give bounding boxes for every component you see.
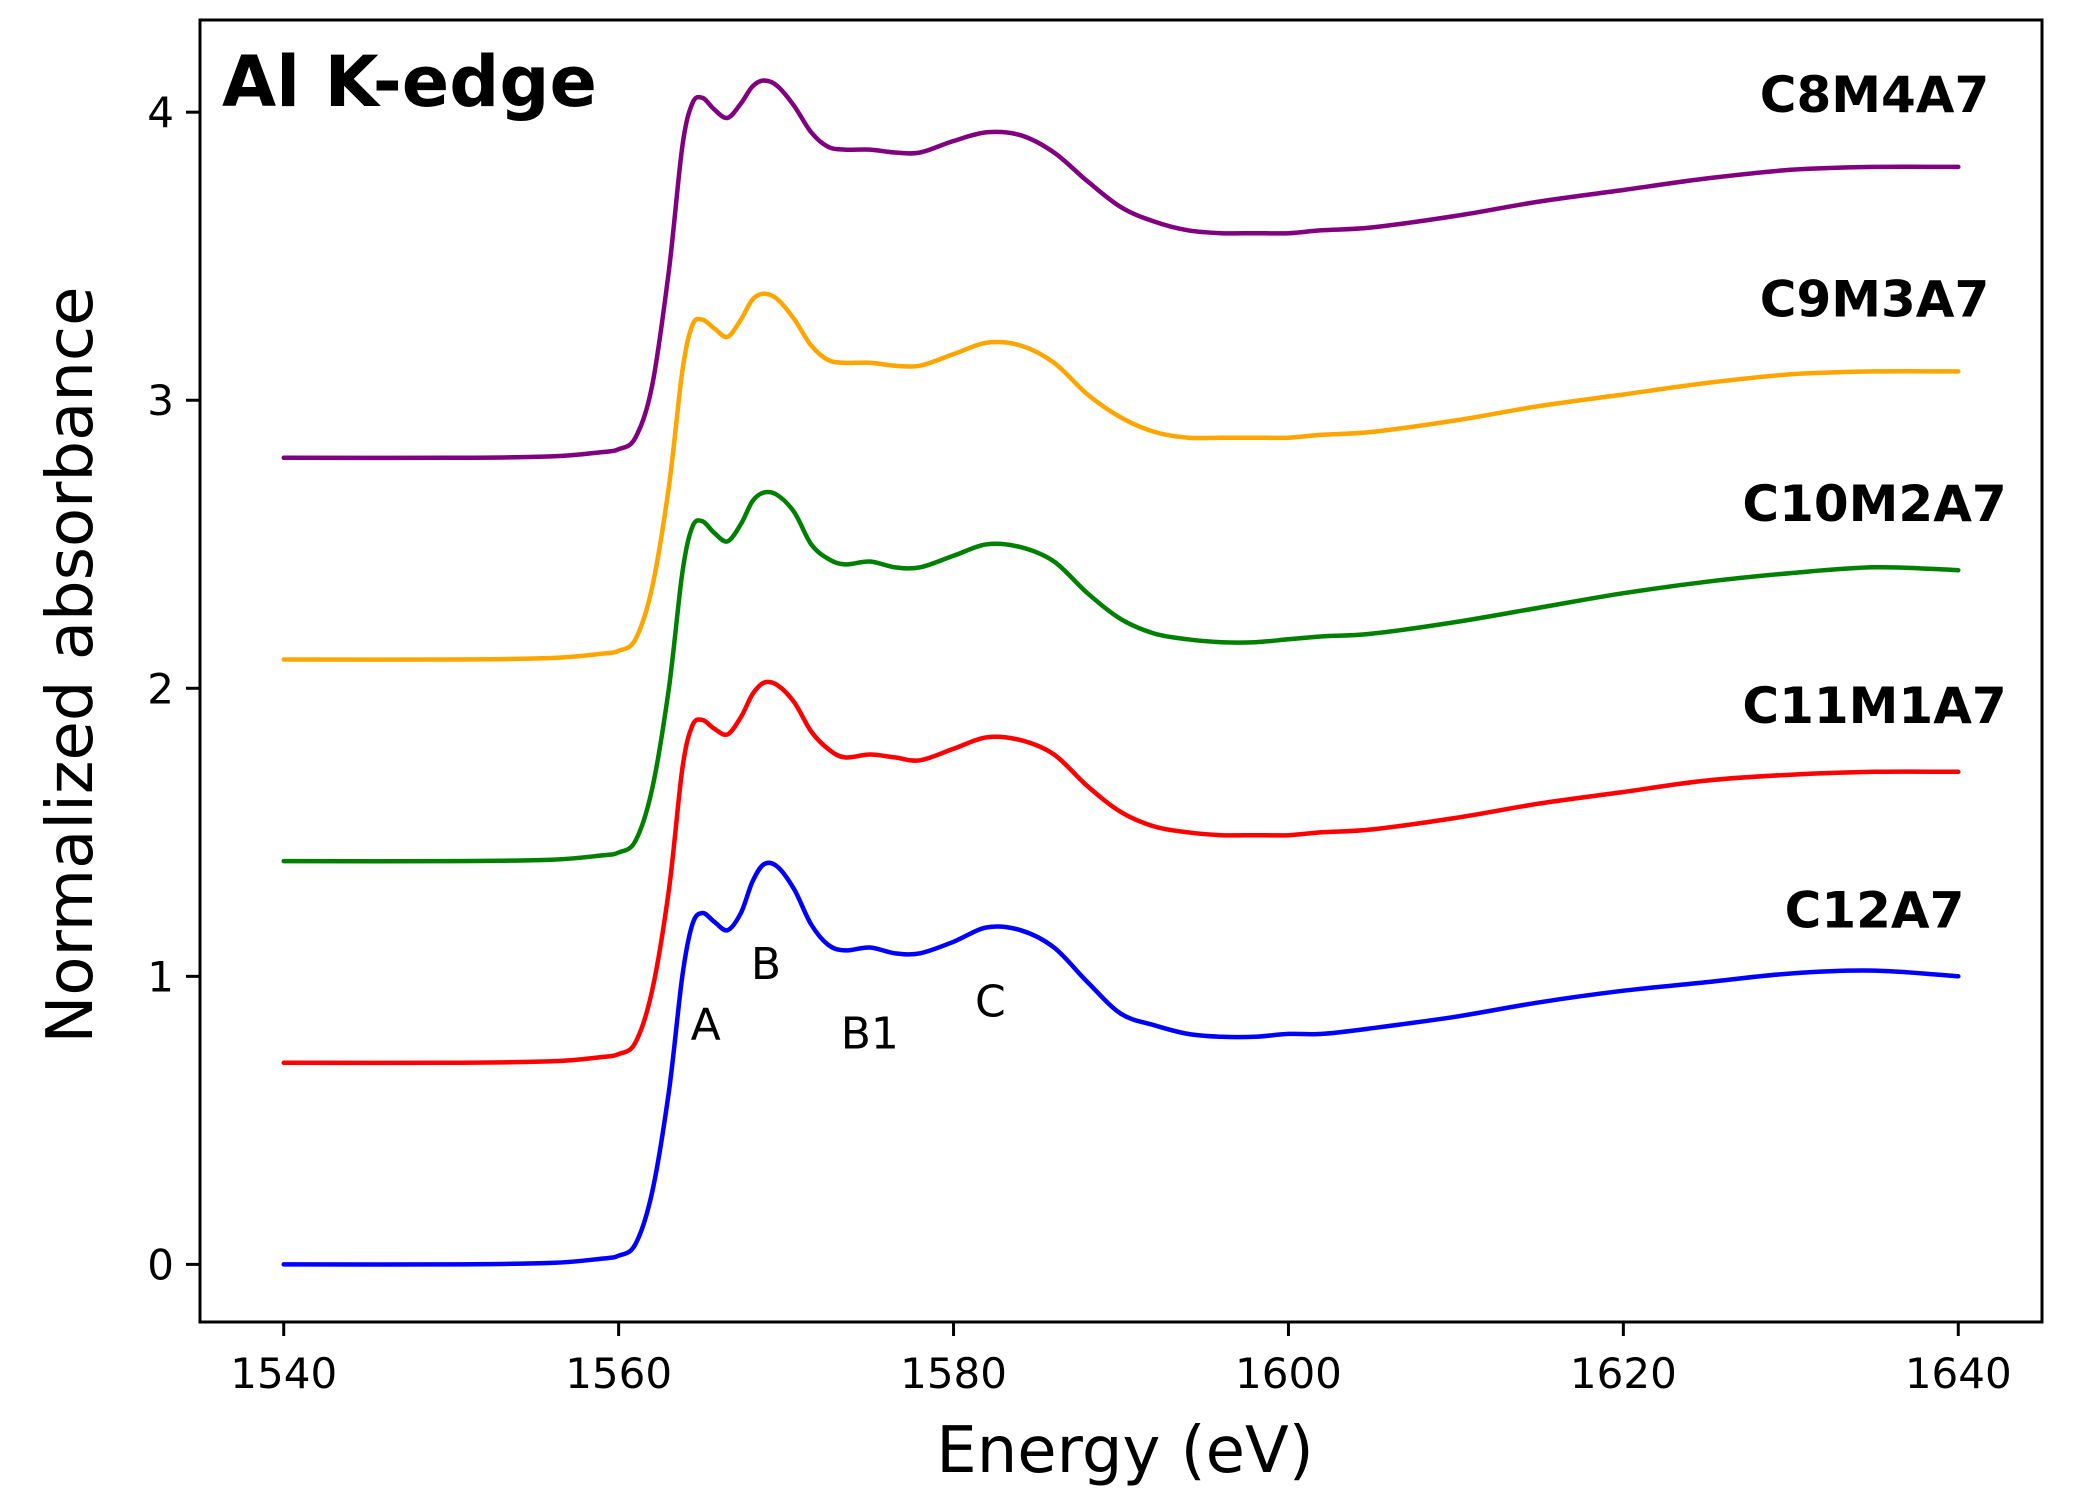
series-line-C11M1A7	[281, 679, 1961, 1066]
feature-label-A: A	[691, 1000, 721, 1051]
x-tick-label: 1600	[1235, 1349, 1342, 1398]
chart-title: Al K-edge	[222, 41, 597, 123]
series-line-C8M4A7	[281, 78, 1961, 461]
feature-label-B: B	[751, 939, 781, 990]
y-tick-label: 0	[147, 1240, 174, 1289]
feature-label-B1: B1	[841, 1008, 899, 1059]
series-label-C9M3A7: C9M3A7	[1760, 271, 1990, 329]
y-tick-label: 1	[147, 952, 174, 1001]
series-label-C12A7: C12A7	[1785, 881, 1965, 939]
x-tick-label: 1540	[230, 1349, 337, 1398]
plot-frame	[198, 18, 2044, 1324]
series-label-C10M2A7: C10M2A7	[1742, 475, 2006, 533]
y-axis-title: Normalized absorbance	[34, 287, 108, 1044]
y-tick-label: 2	[147, 664, 174, 713]
x-tick-label: 1560	[565, 1349, 672, 1398]
series-label-C11M1A7: C11M1A7	[1742, 677, 2006, 735]
y-tick-label: 3	[147, 376, 174, 425]
x-tick-label: 1640	[1905, 1349, 2012, 1398]
ticks-layer: 1540 1560 1580 1600 1620 1640 0 1 2 3 4	[147, 88, 2011, 1398]
x-tick-label: 1580	[900, 1349, 1007, 1398]
series-line-C12A7	[281, 860, 1961, 1267]
labels-layer: C12A7 C11M1A7 C10M2A7 C9M3A7 C8M4A7 AB B1 C	[691, 66, 2007, 1059]
series-line-C9M3A7	[281, 291, 1961, 662]
series-label-C8M4A7: C8M4A7	[1760, 66, 1990, 124]
y-tick-label: 4	[147, 88, 174, 137]
series-line-C10M2A7	[281, 489, 1961, 864]
x-axis-title: Energy (eV)	[936, 1414, 1314, 1488]
series-layer	[281, 78, 1961, 1267]
feature-label-C: C	[975, 977, 1006, 1028]
x-tick-label: 1620	[1570, 1349, 1677, 1398]
